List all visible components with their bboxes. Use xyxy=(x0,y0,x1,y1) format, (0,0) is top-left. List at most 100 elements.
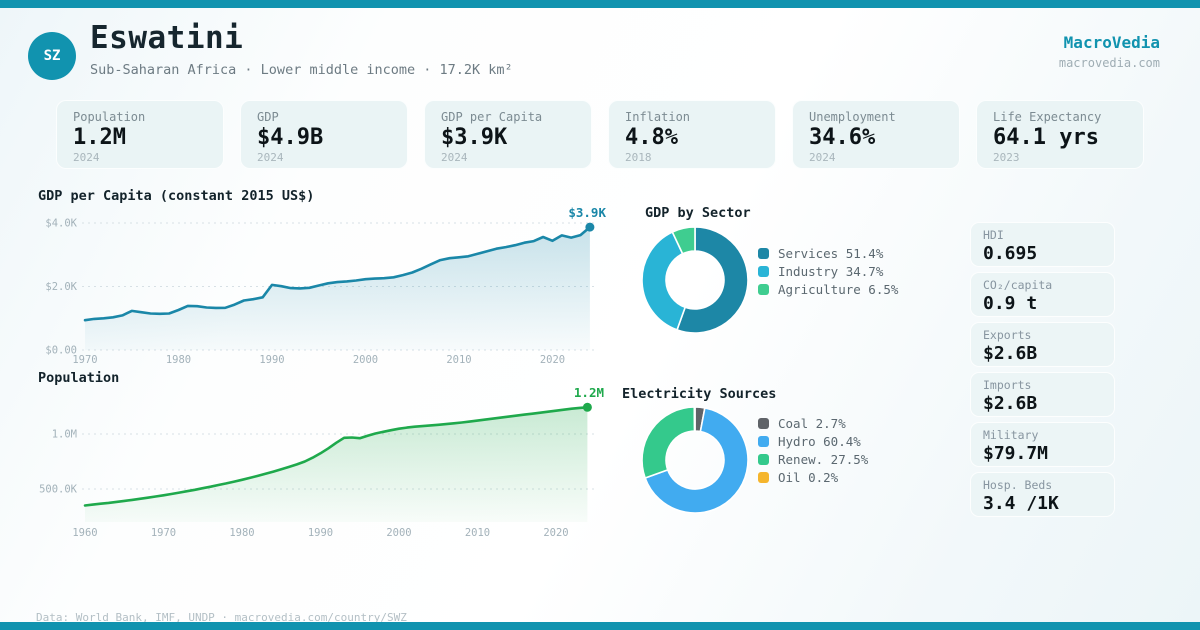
stat-value: 34.6% xyxy=(809,125,876,150)
legend-label: Industry 34.7% xyxy=(778,263,884,279)
metric-card-military: Military $79.7M xyxy=(970,422,1115,467)
legend-label: Oil 0.2% xyxy=(778,469,839,485)
svg-text:$2.0K: $2.0K xyxy=(45,281,77,293)
svg-text:$4.0K: $4.0K xyxy=(45,218,77,230)
metric-value: 0.9 t xyxy=(983,292,1038,314)
stat-label: Inflation xyxy=(625,110,691,124)
gdp-by-sector-donut xyxy=(641,226,749,334)
svg-text:2010: 2010 xyxy=(465,527,490,539)
legend-item: Hydro 60.4% xyxy=(758,432,868,450)
stat-card-population: Population 1.2M 2024 xyxy=(56,100,224,169)
metric-value: $2.6B xyxy=(983,392,1038,414)
legend-swatch-icon xyxy=(758,247,769,259)
metric-label: Imports xyxy=(983,378,1032,392)
legend-item: Services 51.4% xyxy=(758,244,898,262)
svg-text:2000: 2000 xyxy=(353,354,378,366)
metric-label: Exports xyxy=(983,328,1032,342)
metric-value: 3.4 /1K xyxy=(983,492,1059,514)
legend-swatch-icon xyxy=(758,453,769,465)
stat-year: 2023 xyxy=(993,151,1020,165)
stat-label: Unemployment xyxy=(809,110,896,124)
stat-value: $4.9B xyxy=(257,125,324,150)
metric-label: HDI xyxy=(983,228,1004,242)
stat-value: 4.8% xyxy=(625,125,678,150)
stat-card-unemployment: Unemployment 34.6% 2024 xyxy=(792,100,960,169)
metric-label: Hosp. Beds xyxy=(983,478,1053,492)
metric-value: $2.6B xyxy=(983,342,1038,364)
population-chart: 1.0M 500.0K 1960 1970 1980 1990 2000 2010 2020 1.… xyxy=(39,385,604,539)
metric-card-hospital-beds: Hosp. Beds 3.4 /1K xyxy=(970,472,1115,517)
svg-text:1980: 1980 xyxy=(166,354,191,366)
legend-swatch-icon xyxy=(758,435,769,447)
svg-text:1.0M: 1.0M xyxy=(52,429,77,441)
svg-text:2010: 2010 xyxy=(446,354,471,366)
legend-label: Coal 2.7% xyxy=(778,415,846,431)
legend-label: Services 51.4% xyxy=(778,245,884,261)
gdp-by-sector-title: GDP by Sector xyxy=(645,205,751,221)
brand-block: MacroVedia macrovedia.com xyxy=(1059,33,1160,70)
electricity-sources-title: Electricity Sources xyxy=(622,386,777,402)
svg-text:1970: 1970 xyxy=(72,354,97,366)
metric-card-co2: CO₂/capita 0.9 t xyxy=(970,272,1115,317)
stat-year: 2024 xyxy=(441,151,468,165)
stat-label: GDP xyxy=(257,110,279,124)
gdp-chart-title: GDP per Capita (constant 2015 US$) xyxy=(38,188,315,204)
population-chart-title: Population xyxy=(38,370,120,386)
stat-card-inflation: Inflation 4.8% 2018 xyxy=(608,100,776,169)
metric-card-imports: Imports $2.6B xyxy=(970,372,1115,417)
svg-text:500.0K: 500.0K xyxy=(39,484,78,496)
brand-link[interactable]: MacroVedia xyxy=(1063,33,1160,52)
page-title: Eswatini xyxy=(90,20,244,56)
metric-card-exports: Exports $2.6B xyxy=(970,322,1115,367)
legend-swatch-icon xyxy=(758,417,769,429)
gdp-by-sector-legend: Services 51.4% Industry 34.7% Agriculture … xyxy=(758,244,898,298)
brand-domain-link[interactable]: macrovedia.com xyxy=(1058,56,1160,70)
stat-card-gdp-per-capita: GDP per Capita $3.9K 2024 xyxy=(424,100,592,169)
legend-swatch-icon xyxy=(758,265,769,277)
metric-card-hdi: HDI 0.695 xyxy=(970,222,1115,267)
metric-label: CO₂/capita xyxy=(983,278,1053,292)
stat-cards-row: Population 1.2M 2024 GDP $4.9B 2024 GDP … xyxy=(56,100,1144,169)
country-subtitle: Sub-Saharan Africa · Lower middle income… xyxy=(90,62,513,78)
metric-value: $79.7M xyxy=(983,442,1049,464)
svg-text:$3.9K: $3.9K xyxy=(568,205,606,220)
stat-label: Life Expectancy xyxy=(993,110,1102,124)
data-sources-note: Data: World Bank, IMF, UNDP · macrovedia… xyxy=(36,611,407,624)
bottom-accent-bar xyxy=(0,622,1200,630)
stat-value: 64.1 yrs xyxy=(993,125,1099,150)
legend-label: Renew. 27.5% xyxy=(778,451,869,467)
stat-year: 2024 xyxy=(73,151,100,165)
svg-text:1990: 1990 xyxy=(308,527,333,539)
stat-value: $3.9K xyxy=(441,125,508,150)
svg-text:1980: 1980 xyxy=(229,527,254,539)
svg-text:1990: 1990 xyxy=(259,354,284,366)
metric-cards-column: HDI 0.695 CO₂/capita 0.9 t Exports $2.6B… xyxy=(970,222,1115,522)
svg-text:2020: 2020 xyxy=(540,354,565,366)
svg-text:1970: 1970 xyxy=(151,527,176,539)
stat-value: 1.2M xyxy=(73,125,126,150)
metric-value: 0.695 xyxy=(983,242,1038,264)
stat-label: Population xyxy=(73,110,146,124)
stat-year: 2024 xyxy=(257,151,284,165)
legend-item: Agriculture 6.5% xyxy=(758,280,898,298)
legend-label: Hydro 60.4% xyxy=(778,433,861,449)
country-code: SZ xyxy=(43,48,61,64)
metric-label: Military xyxy=(983,428,1039,442)
stat-year: 2018 xyxy=(625,151,652,165)
top-accent-bar xyxy=(0,0,1200,8)
stat-year: 2024 xyxy=(809,151,836,165)
legend-item: Oil 0.2% xyxy=(758,468,868,486)
legend-swatch-icon xyxy=(758,283,769,295)
legend-item: Industry 34.7% xyxy=(758,262,898,280)
legend-label: Agriculture 6.5% xyxy=(778,281,899,297)
electricity-sources-donut xyxy=(641,406,749,514)
stat-card-gdp: GDP $4.9B 2024 xyxy=(240,100,408,169)
svg-text:2000: 2000 xyxy=(386,527,411,539)
svg-text:$0.00: $0.00 xyxy=(45,345,77,357)
legend-item: Renew. 27.5% xyxy=(758,450,868,468)
legend-swatch-icon xyxy=(758,471,769,483)
electricity-sources-legend: Coal 2.7% Hydro 60.4% Renew. 27.5% Oil 0.2% xyxy=(758,414,868,486)
svg-text:2020: 2020 xyxy=(543,527,568,539)
svg-text:1960: 1960 xyxy=(72,527,97,539)
